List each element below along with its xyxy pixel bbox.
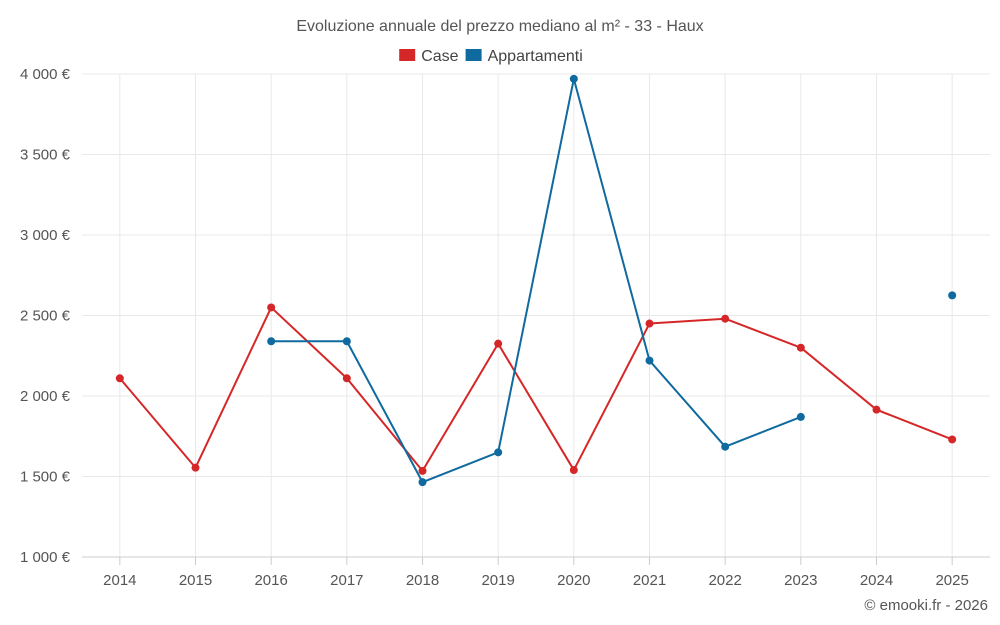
x-tick-label: 2024 bbox=[860, 572, 893, 589]
data-point bbox=[645, 319, 654, 328]
data-point bbox=[494, 339, 503, 348]
x-tick-label: 2015 bbox=[179, 572, 212, 589]
series-line bbox=[271, 77, 802, 484]
data-point bbox=[267, 303, 276, 312]
x-axis: 2014 2015 2016 2017 2018 2019 2020 2021 2022 2023… bbox=[82, 556, 990, 589]
legend-swatch bbox=[465, 49, 482, 61]
data-point bbox=[948, 291, 957, 300]
credit-text: © emooki.fr - 2026 bbox=[864, 597, 988, 614]
legend-item-appartamenti: Appartamenti bbox=[465, 48, 583, 65]
x-tick-label: 2023 bbox=[784, 572, 817, 589]
data-point bbox=[645, 356, 654, 365]
y-tick-label: 3 500 € bbox=[20, 147, 71, 164]
x-tick-label: 2020 bbox=[557, 572, 590, 589]
data-point bbox=[418, 466, 427, 475]
data-point bbox=[796, 343, 805, 352]
data-point bbox=[418, 478, 427, 487]
data-point bbox=[721, 442, 730, 451]
y-tick-label: 1 000 € bbox=[20, 549, 71, 566]
y-tick-label: 2 500 € bbox=[20, 308, 71, 325]
data-point bbox=[342, 374, 351, 383]
data-point bbox=[721, 314, 730, 323]
y-tick-label: 3 000 € bbox=[20, 227, 71, 244]
x-tick-label: 2014 bbox=[103, 572, 136, 589]
data-point bbox=[872, 405, 881, 414]
data-point bbox=[569, 74, 578, 83]
legend-label: Appartamenti bbox=[488, 48, 583, 65]
legend: Case Appartamenti bbox=[399, 48, 583, 65]
grid bbox=[82, 73, 990, 557]
data-point bbox=[191, 463, 200, 472]
data-point bbox=[342, 337, 351, 346]
x-tick-label: 2022 bbox=[708, 572, 741, 589]
x-tick-label: 2019 bbox=[481, 572, 514, 589]
legend-swatch bbox=[399, 49, 416, 61]
x-tick-label: 2017 bbox=[330, 572, 363, 589]
series-group bbox=[115, 74, 957, 487]
chart-title: Evoluzione annuale del prezzo mediano al… bbox=[296, 18, 703, 35]
legend-label: Case bbox=[421, 48, 458, 65]
series-case bbox=[115, 303, 957, 475]
y-tick-label: 1 500 € bbox=[20, 469, 71, 486]
data-point bbox=[796, 412, 805, 421]
data-point bbox=[115, 374, 124, 383]
legend-item-case: Case bbox=[399, 48, 459, 65]
series-line bbox=[119, 306, 953, 472]
x-tick-label: 2025 bbox=[935, 572, 968, 589]
y-axis: 1 000 € 1 500 € 2 000 € 2 500 € 3 000 € 3 500… bbox=[20, 66, 71, 566]
y-tick-label: 2 000 € bbox=[20, 388, 71, 405]
series-appartamenti bbox=[267, 74, 957, 487]
data-point bbox=[569, 466, 578, 475]
data-point bbox=[948, 435, 957, 444]
data-point bbox=[267, 337, 276, 346]
y-tick-label: 4 000 € bbox=[20, 66, 71, 83]
x-tick-label: 2021 bbox=[633, 572, 666, 589]
x-tick-label: 2016 bbox=[254, 572, 287, 589]
data-point bbox=[494, 448, 503, 457]
x-tick-label: 2018 bbox=[406, 572, 439, 589]
